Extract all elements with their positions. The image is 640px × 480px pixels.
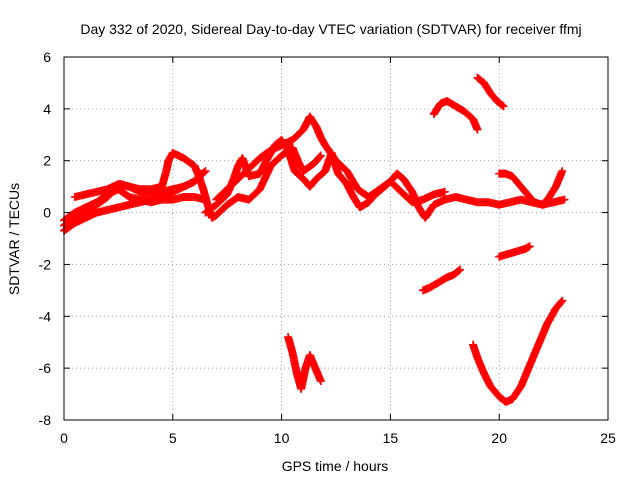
x-axis-label: GPS time / hours <box>282 458 389 474</box>
data-point <box>200 168 209 177</box>
chart-title: Day 332 of 2020, Sidereal Day-to-day VTE… <box>80 21 581 37</box>
x-tick-label: 25 <box>600 430 616 446</box>
y-tick-label: -8 <box>39 412 52 428</box>
plot-frame <box>63 56 609 421</box>
data-point <box>525 242 534 251</box>
y-tick-label: -4 <box>39 308 52 324</box>
data-point <box>454 266 463 275</box>
y-tick-label: 4 <box>43 101 51 117</box>
data-point <box>456 265 465 274</box>
series-9 <box>495 167 567 209</box>
y-tick-label: -6 <box>39 360 52 376</box>
data-point <box>315 152 324 161</box>
series-7 <box>429 97 482 134</box>
x-tick-label: 20 <box>491 430 507 446</box>
data-point <box>316 377 325 386</box>
data-layer <box>60 73 569 406</box>
grid <box>64 57 608 420</box>
y-tick-label: 2 <box>43 153 51 169</box>
data-point <box>499 102 508 111</box>
x-tick-label: 15 <box>383 430 399 446</box>
x-tick-label: 10 <box>274 430 290 446</box>
data-point <box>440 187 449 196</box>
y-tick-label: 6 <box>43 49 51 65</box>
y-tick-label: 0 <box>43 205 51 221</box>
series-12 <box>495 242 534 261</box>
y-tick-label: -2 <box>39 256 52 272</box>
data-point <box>558 167 567 176</box>
data-point <box>316 151 325 160</box>
x-tick-label: 0 <box>60 430 68 446</box>
series-13 <box>469 296 567 406</box>
data-point <box>560 195 569 204</box>
data-point <box>473 125 482 134</box>
data-point <box>557 297 566 306</box>
data-point <box>201 167 210 176</box>
y-axis-label: SDTVAR / TECUs <box>6 183 22 295</box>
series-11 <box>419 265 465 295</box>
series-8 <box>473 73 508 111</box>
series-4 <box>70 143 325 222</box>
ticks: 0 5 10 15 20 25 -8 -6 -4 -2 0 2 4 6 <box>39 49 616 446</box>
series-10 <box>284 333 325 393</box>
data-point <box>498 101 507 110</box>
series-6 <box>212 112 449 207</box>
data-point <box>558 296 567 305</box>
x-tick-label: 5 <box>169 430 177 446</box>
